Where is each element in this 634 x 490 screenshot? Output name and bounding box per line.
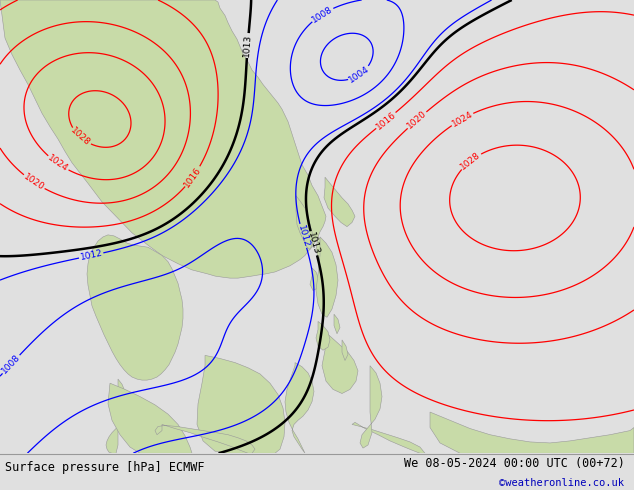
Polygon shape	[352, 422, 425, 453]
Text: 1013: 1013	[306, 231, 321, 256]
Text: 1012: 1012	[296, 223, 311, 248]
Polygon shape	[106, 379, 126, 453]
Polygon shape	[334, 314, 340, 334]
Polygon shape	[87, 235, 183, 380]
Text: 1028: 1028	[69, 126, 92, 148]
Polygon shape	[324, 177, 355, 226]
Polygon shape	[0, 0, 326, 278]
Polygon shape	[360, 366, 382, 448]
Polygon shape	[155, 424, 255, 453]
Text: 1016: 1016	[374, 110, 398, 131]
Text: 1008: 1008	[310, 4, 334, 24]
Text: 1012: 1012	[79, 249, 103, 262]
Polygon shape	[197, 355, 285, 453]
Polygon shape	[316, 237, 328, 263]
Text: 1020: 1020	[405, 109, 429, 131]
Polygon shape	[310, 268, 319, 291]
Text: 1024: 1024	[450, 109, 474, 128]
Polygon shape	[342, 340, 348, 361]
Polygon shape	[285, 363, 314, 453]
Polygon shape	[316, 321, 330, 350]
Text: 1024: 1024	[46, 153, 70, 173]
Polygon shape	[316, 237, 338, 318]
Polygon shape	[108, 383, 192, 453]
Text: 1028: 1028	[459, 150, 482, 172]
Text: 1004: 1004	[347, 64, 372, 85]
Text: ©weatheronline.co.uk: ©weatheronline.co.uk	[500, 478, 624, 489]
Polygon shape	[296, 196, 313, 249]
Text: 1008: 1008	[0, 353, 22, 376]
Text: 1020: 1020	[22, 172, 46, 192]
Text: Surface pressure [hPa] ECMWF: Surface pressure [hPa] ECMWF	[5, 461, 205, 474]
Polygon shape	[322, 332, 358, 393]
Text: 1016: 1016	[183, 165, 204, 189]
Text: 1013: 1013	[242, 34, 253, 57]
Polygon shape	[430, 412, 634, 453]
Text: We 08-05-2024 00:00 UTC (00+72): We 08-05-2024 00:00 UTC (00+72)	[404, 457, 624, 470]
